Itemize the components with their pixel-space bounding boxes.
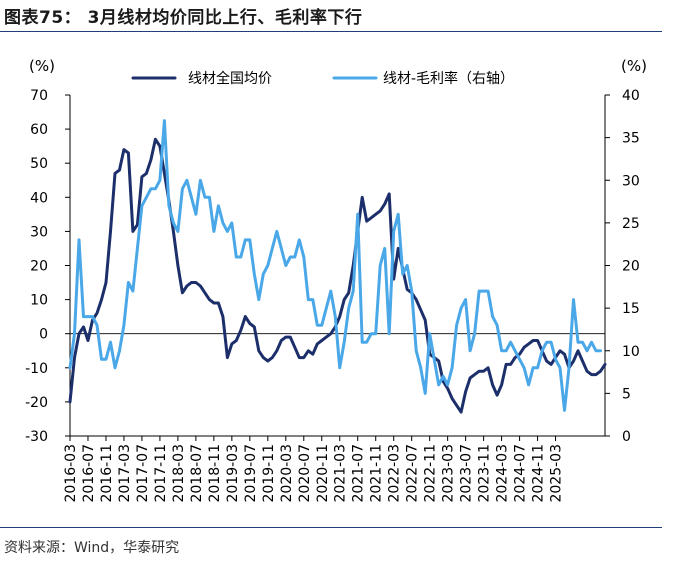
right-tick-label: 35 xyxy=(622,131,640,147)
x-tick-label: 2022-11 xyxy=(423,444,439,503)
left-tick-label: 20 xyxy=(30,259,48,275)
series-layer xyxy=(68,119,607,414)
x-tick-label: 2018-03 xyxy=(171,444,187,503)
page-title: 图表75： 3月线材均价同比上行、毛利率下行 xyxy=(4,8,363,28)
right-axis-unit: (%) xyxy=(621,57,647,75)
x-tick-label: 2021-03 xyxy=(333,444,349,503)
left-tick-label: 50 xyxy=(30,156,48,172)
left-tick-label: 10 xyxy=(30,293,48,309)
right-tick-label: 10 xyxy=(622,344,640,360)
x-tick-label: 2020-07 xyxy=(297,444,313,503)
source-divider xyxy=(0,527,662,528)
x-tick-label: 2021-07 xyxy=(351,444,367,503)
x-tick-label: 2023-07 xyxy=(459,444,475,503)
x-tick-label: 2020-03 xyxy=(279,444,295,503)
left-tick-label: 40 xyxy=(30,190,48,206)
left-axis-unit: (%) xyxy=(29,57,55,75)
x-tick-label: 2019-11 xyxy=(261,444,277,503)
x-tick-label: 2024-11 xyxy=(531,444,547,503)
right-tick-label: 5 xyxy=(622,386,631,402)
title-divider xyxy=(0,31,662,32)
legend-label-price: 线材全国均价 xyxy=(188,70,272,87)
left-tick-label: -20 xyxy=(25,395,48,411)
x-tick-label: 2020-11 xyxy=(315,444,331,503)
x-tick-label: 2016-07 xyxy=(81,444,97,503)
left-tick-label: -10 xyxy=(25,361,48,377)
right-tick-label: 40 xyxy=(622,88,640,104)
x-tick-label: 2017-11 xyxy=(153,444,169,503)
x-tick-label: 2022-07 xyxy=(405,444,421,503)
x-tick-label: 2018-07 xyxy=(189,444,205,503)
line-chart: -30 -20 -10 0 10 20 30 40 50 60 70 0 5 10 15 20 25 30 35 40… xyxy=(25,57,647,503)
x-tick-label: 2019-03 xyxy=(225,444,241,503)
legend: 线材全国均价 线材-毛利率（右轴） xyxy=(131,70,514,87)
x-tick-label: 2016-11 xyxy=(99,444,115,503)
x-tick-label: 2023-11 xyxy=(477,444,493,503)
x-tick-label: 2022-03 xyxy=(387,444,403,503)
right-tick-label: 0 xyxy=(622,429,631,445)
x-tick-label: 2017-03 xyxy=(117,444,133,503)
axes: -30 -20 -10 0 10 20 30 40 50 60 70 0 5 10 15 20 25 30 35 40… xyxy=(25,88,640,503)
x-tick-label: 2017-07 xyxy=(135,444,151,503)
right-tick-label: 20 xyxy=(622,259,640,275)
left-tick-label: -30 xyxy=(25,429,48,445)
legend-label-margin: 线材-毛利率（右轴） xyxy=(383,70,514,87)
right-tick-label: 15 xyxy=(622,301,640,317)
x-tick-label: 2023-03 xyxy=(441,444,457,503)
x-tick-label: 2024-03 xyxy=(495,444,511,503)
series-line-price xyxy=(68,137,607,414)
left-tick-label: 60 xyxy=(30,122,48,138)
series-line-margin xyxy=(68,119,602,412)
left-tick-label: 0 xyxy=(39,327,48,343)
left-tick-label: 30 xyxy=(30,224,48,240)
x-tick-label: 2025-03 xyxy=(549,444,565,503)
x-tick-label: 2019-07 xyxy=(243,444,259,503)
right-tick-label: 30 xyxy=(622,173,640,189)
x-tick-label: 2021-11 xyxy=(369,444,385,503)
source-note: 资料来源：Wind，华泰研究 xyxy=(4,540,180,556)
left-tick-label: 70 xyxy=(30,88,48,104)
x-tick-label: 2018-11 xyxy=(207,444,223,503)
x-tick-label: 2016-03 xyxy=(63,444,79,503)
right-tick-label: 25 xyxy=(622,216,640,232)
x-tick-label: 2024-07 xyxy=(513,444,529,503)
